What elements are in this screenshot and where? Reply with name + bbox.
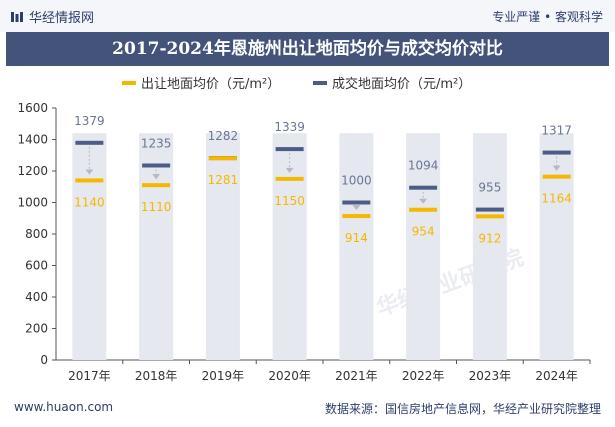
- data-label-transfer: 954: [412, 225, 435, 239]
- chart-title: 2017-2024年恩施州出让地面均价与成交均价对比: [6, 32, 609, 66]
- connector-arrow: [152, 174, 161, 180]
- marker-transfer: [208, 156, 237, 161]
- data-label-transaction: 1094: [408, 159, 439, 173]
- footer-website[interactable]: www.huaon.com: [14, 400, 114, 414]
- category-bar: [339, 133, 374, 360]
- brand-logo-icon: [11, 11, 23, 22]
- top-bar: 华经情报网 专业严谨 • 客观科学: [0, 0, 615, 32]
- data-label-transfer: 1110: [141, 200, 172, 214]
- data-label-transfer: 914: [345, 231, 368, 245]
- x-tick-label: 2020年: [268, 369, 311, 383]
- y-tick-label: 1400: [17, 133, 48, 147]
- marker-transaction: [342, 200, 371, 205]
- marker-transfer: [475, 214, 504, 219]
- connector-arrow: [85, 169, 94, 175]
- category-bar: [406, 133, 441, 360]
- marker-transfer: [542, 174, 571, 179]
- data-label-transaction: 1000: [341, 174, 372, 188]
- connector-arrow: [552, 165, 561, 171]
- footer-source: 数据来源：国信房地产信息网，华经产业研究院整理: [324, 402, 601, 416]
- y-tick-label: 1600: [17, 101, 48, 115]
- data-label-transaction: 1339: [274, 120, 305, 134]
- connector-arrow: [285, 167, 294, 173]
- category-bar: [272, 133, 307, 360]
- data-label-transfer: 1164: [541, 192, 572, 206]
- legend-label: 成交地面均价（元/m²）: [332, 76, 471, 92]
- legend-label: 出让地面均价（元/m²）: [141, 77, 280, 92]
- marker-transaction: [409, 185, 438, 190]
- x-tick-label: 2017年: [68, 369, 111, 383]
- marker-transaction: [542, 150, 571, 155]
- marker-transaction: [275, 147, 304, 152]
- tagline: 专业严谨 • 客观科学: [492, 10, 603, 24]
- y-tick-label: 200: [25, 322, 48, 336]
- brand: 华经情报网: [10, 7, 94, 26]
- data-label-transfer: 912: [478, 231, 501, 245]
- y-tick-label: 0: [40, 353, 48, 367]
- y-tick-label: 400: [25, 290, 48, 304]
- x-tick-label: 2023年: [469, 369, 512, 383]
- y-tick-label: 1200: [17, 164, 48, 178]
- x-tick-label: 2019年: [202, 369, 245, 383]
- marker-transfer: [342, 214, 371, 219]
- y-tick-label: 1000: [17, 196, 48, 210]
- y-tick-label: 800: [25, 227, 48, 241]
- category-bar: [539, 133, 574, 360]
- category-bar: [472, 133, 507, 360]
- data-label-transfer: 1150: [274, 194, 305, 208]
- connector-arrow: [352, 205, 361, 211]
- data-label-transaction: 1379: [74, 114, 105, 128]
- marker-transfer: [75, 178, 104, 183]
- x-tick-label: 2021年: [335, 369, 378, 383]
- marker-transfer: [142, 183, 171, 188]
- marker-transaction: [142, 163, 171, 168]
- data-label-transaction: 1317: [541, 124, 572, 138]
- marker-transfer: [409, 207, 438, 212]
- category-bar: [205, 133, 240, 360]
- marker-transaction: [475, 207, 504, 212]
- x-tick-label: 2018年: [135, 369, 178, 383]
- data-label-transaction: 1235: [141, 136, 172, 150]
- x-tick-label: 2022年: [402, 369, 445, 383]
- data-label-transaction: 955: [478, 181, 501, 195]
- x-tick-label: 2024年: [535, 369, 578, 383]
- marker-transaction: [75, 140, 104, 145]
- data-label-transaction: 1282: [208, 129, 239, 143]
- y-tick-label: 600: [25, 259, 48, 273]
- connector-arrow: [419, 198, 428, 204]
- marker-transfer: [275, 176, 304, 181]
- brand-name: 华经情报网: [29, 11, 95, 26]
- legend: 出让地面均价（元/m²） 成交地面均价（元/m²）: [122, 76, 471, 92]
- data-label-transfer: 1281: [208, 173, 239, 187]
- data-label-transfer: 1140: [74, 195, 105, 209]
